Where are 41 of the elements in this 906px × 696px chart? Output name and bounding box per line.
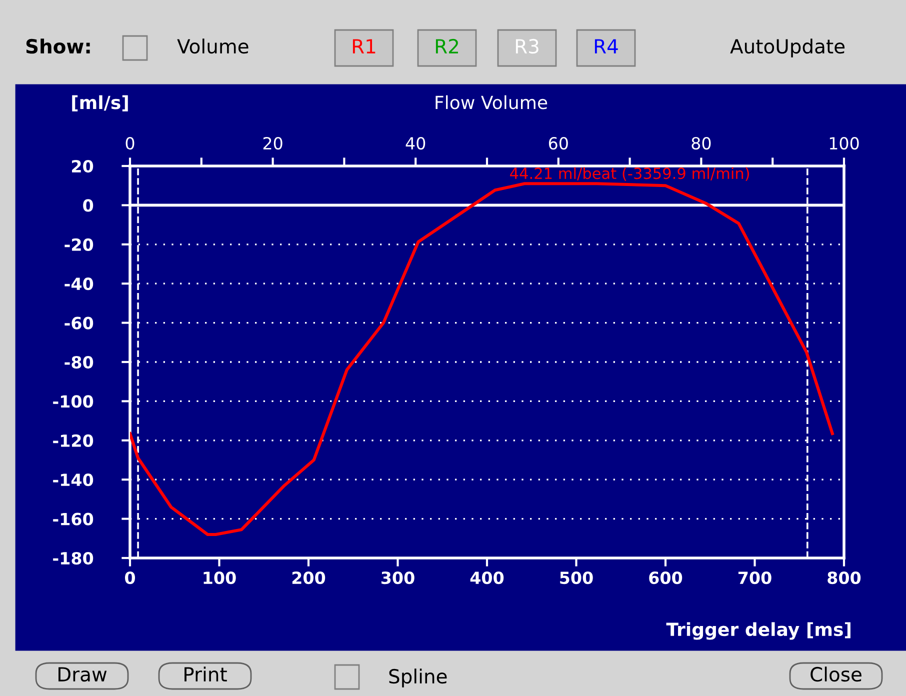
y-axis-title: [ml/s]: [72, 95, 128, 112]
text: Volume: [177, 38, 248, 54]
y-tick-label: -60: [64, 316, 94, 330]
annotation: 44.21 ml/beat (-3359.9 ml/min): [510, 167, 749, 181]
text: Show:: [26, 38, 90, 54]
x-tick-label: 600: [649, 571, 682, 584]
x-tick-label: 0: [125, 571, 135, 584]
y-tick-label: -180: [53, 552, 94, 565]
x-tick-label: 500: [560, 571, 593, 584]
y-tick-label: 0: [83, 199, 94, 212]
x2-tick-label: 20: [263, 136, 282, 150]
y-tick-label: -160: [53, 512, 94, 526]
text: Print: [184, 666, 227, 682]
y-tick-label: -140: [53, 474, 94, 486]
x2-tick-label: 0: [126, 136, 134, 150]
x2-tick-label: 100: [830, 136, 859, 150]
y-tick-label: -120: [53, 434, 94, 447]
y-tick-label: 20: [72, 160, 94, 173]
x-tick-label: 700: [738, 571, 772, 584]
text: Close: [810, 666, 862, 682]
x-tick-label: 300: [381, 571, 414, 584]
line-series: [130, 182, 834, 536]
x2-tick-label: 40: [406, 136, 426, 150]
x-tick-label: 800: [828, 571, 861, 584]
y-tick-label: -20: [64, 238, 94, 251]
x-tick-label: 100: [204, 571, 236, 584]
text: R1: [352, 39, 376, 54]
y-tick-label: -80: [64, 356, 94, 369]
text: Spline: [389, 668, 447, 688]
x-tick-label: 400: [470, 571, 504, 584]
text: Draw: [58, 667, 107, 682]
text: AutoUpdate: [730, 38, 845, 58]
y-tick-label: -40: [64, 278, 94, 290]
x-axis-title: Trigger delay [ms]: [666, 622, 850, 640]
chart-title: Flow Volume: [436, 95, 548, 110]
x2-tick-label: 80: [692, 136, 711, 150]
y-tick-label: -100: [53, 395, 94, 408]
x-tick-label: 200: [292, 571, 326, 584]
x2-tick-label: 60: [548, 136, 568, 150]
text: R4: [594, 39, 618, 54]
text: R2: [436, 38, 458, 54]
